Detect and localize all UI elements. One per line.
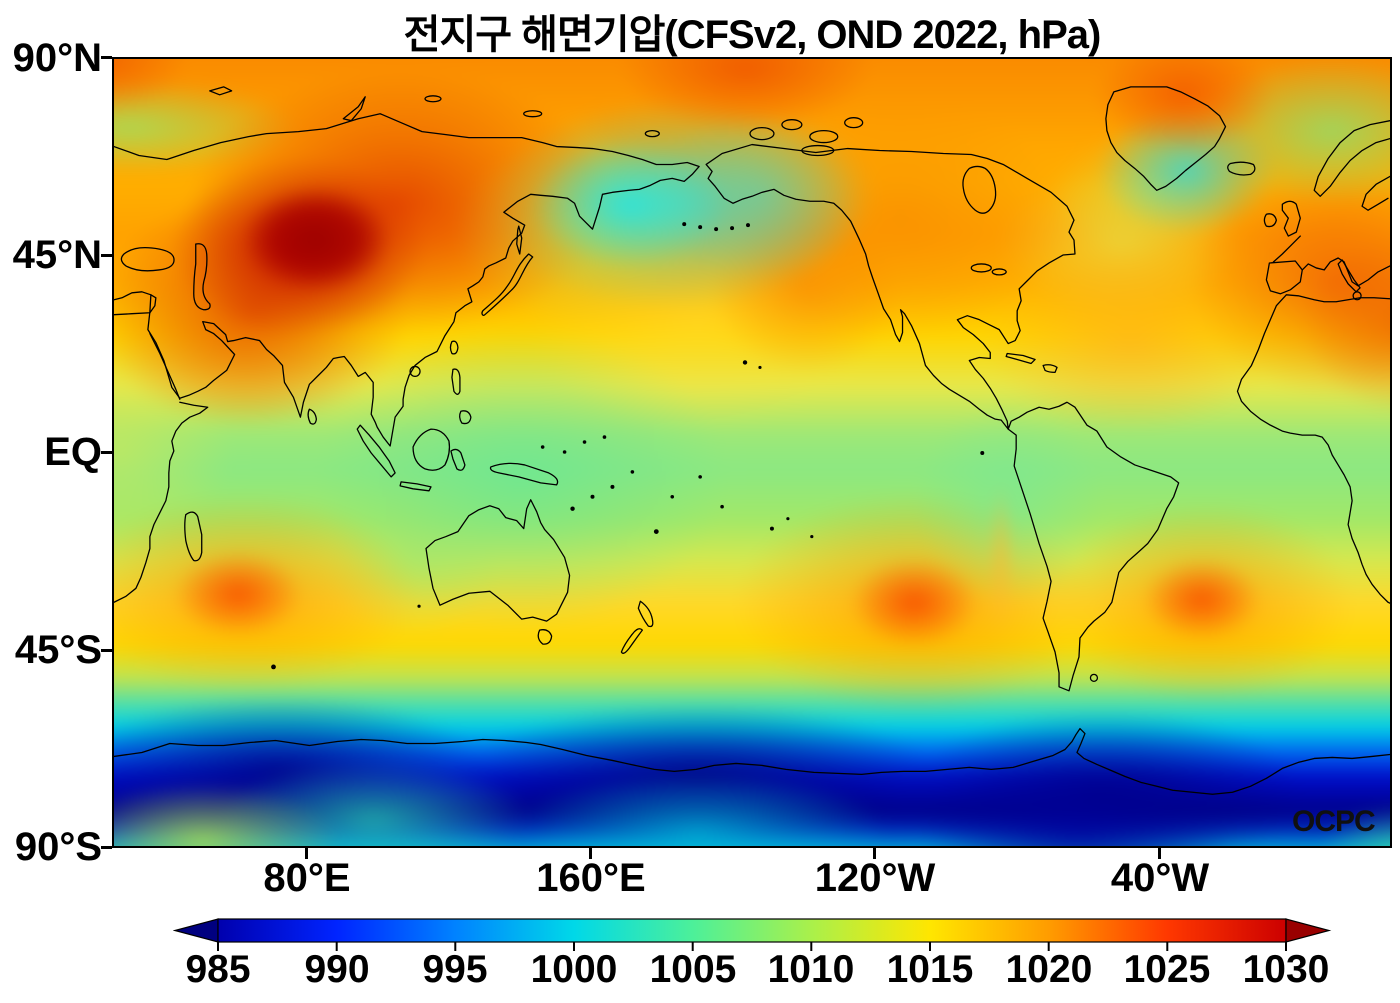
coastline-arctic-island — [424, 95, 442, 103]
cbar-label-1015: 1015 — [886, 948, 974, 991]
lon-tick — [1158, 848, 1161, 859]
lon-label-80e: 80°E — [263, 856, 351, 900]
cbar-label-1005: 1005 — [649, 948, 737, 991]
colorbar-gradient — [217, 918, 1287, 943]
coastline-greenland — [1105, 86, 1227, 191]
lon-label-120w: 120°W — [814, 856, 936, 900]
lat-tick — [101, 846, 112, 849]
coastline-new-zealand-south — [620, 628, 643, 654]
coastline-sri-lanka — [307, 408, 318, 425]
coastline-canadian-arctic-2 — [781, 119, 803, 131]
cbar-label-995: 995 — [422, 948, 488, 991]
coastline-baltic — [1361, 175, 1390, 211]
colorbar-over-arrow — [1285, 918, 1332, 943]
coastline-east-africa — [114, 401, 209, 603]
coastline-red-sea-africa — [149, 332, 181, 400]
coastline-scandinavia — [1313, 120, 1390, 197]
coastline-france-west — [1272, 235, 1301, 263]
coastline-iceland — [1227, 161, 1256, 176]
coastline-black-sea — [120, 247, 175, 272]
lon-tick — [873, 848, 876, 859]
coastline-iberia — [1265, 260, 1303, 295]
coastline-mediterranean-north — [1301, 257, 1390, 287]
cbar-label-1025: 1025 — [1123, 948, 1211, 991]
coastline-hainan — [409, 365, 421, 378]
pressure-field — [114, 59, 1390, 846]
coastline-mindanao — [459, 410, 472, 425]
coastline-australia — [425, 499, 571, 622]
ocpc-watermark: OCPC — [1292, 805, 1376, 838]
coastline-west-africa — [1236, 294, 1390, 604]
coastline-japan — [481, 253, 534, 316]
coastline-antarctica — [114, 727, 1390, 795]
lat-label-45s: 45°S — [14, 628, 102, 672]
coastline-sicily — [1352, 291, 1362, 301]
lat-tick — [101, 254, 112, 257]
coastline-great-lakes-2 — [991, 268, 1007, 276]
coastline-hudson-bay — [962, 165, 997, 214]
coastline-sumatra — [356, 424, 396, 478]
coastline-great-lakes — [970, 263, 992, 273]
cbar-label-985: 985 — [185, 948, 251, 991]
coastline-north-america — [705, 143, 1076, 430]
coastline-baffin — [801, 144, 835, 157]
map-plot-area — [112, 57, 1392, 848]
lat-tick — [101, 56, 112, 59]
coastline-svalbard — [209, 86, 233, 96]
cbar-label-990: 990 — [304, 948, 370, 991]
coastline-borneo — [412, 428, 451, 471]
coastline-canadian-arctic-1 — [749, 127, 775, 141]
coastline-sakhalin — [516, 225, 523, 255]
coastline-canadian-arctic-4 — [844, 117, 864, 129]
coastline-cuba — [1005, 352, 1036, 365]
cbar-label-1020: 1020 — [1005, 948, 1093, 991]
coastline-new-zealand-north — [637, 600, 654, 628]
coastline-java — [399, 481, 432, 492]
coastline-mediterranean-egypt — [114, 294, 157, 316]
coastline-falklands — [1089, 673, 1099, 682]
coastline-taiwan — [449, 340, 459, 355]
page-title: 전지구 해면기압(CFSv2, OND 2022, hPa) — [403, 13, 1102, 57]
colorbar-ticks — [217, 942, 1287, 951]
lat-tick — [101, 451, 112, 454]
coastline-ireland — [1263, 213, 1278, 228]
cbar-label-1000: 1000 — [530, 948, 618, 991]
lat-tick — [101, 649, 112, 652]
coastline-new-siberian-islands — [523, 110, 543, 118]
coastline-sulawesi — [450, 448, 466, 471]
lon-tick — [589, 848, 592, 859]
coastline-eurasia — [114, 113, 700, 447]
lon-label-40w: 40°W — [1110, 856, 1210, 900]
coastline-canadian-arctic-3 — [809, 129, 839, 144]
coastline-wrangel — [644, 129, 660, 138]
lat-label-45n: 45°N — [12, 233, 102, 277]
colorbar — [173, 918, 1332, 951]
lat-label-90s: 90°S — [14, 825, 102, 869]
coastline-south-america — [1007, 401, 1180, 692]
coastline-philippines — [451, 368, 461, 395]
coastline-tasmania — [537, 629, 553, 645]
coastline-madagascar — [184, 511, 203, 562]
coastlines-layer — [114, 86, 1390, 795]
coastline-new-guinea — [489, 462, 559, 486]
lat-label-eq: EQ — [44, 430, 102, 474]
island-dots — [271, 222, 985, 670]
colorbar-under-arrow — [173, 918, 219, 943]
cbar-label-1010: 1010 — [767, 948, 855, 991]
coastline-britain — [1281, 200, 1301, 237]
lon-label-160e: 160°E — [536, 856, 646, 900]
coastline-novaya-zemlya — [342, 96, 366, 122]
cbar-label-1030: 1030 — [1242, 948, 1330, 991]
lat-label-90n: 90°N — [12, 36, 102, 80]
coastline-caspian-sea — [193, 243, 211, 311]
lon-tick — [305, 848, 308, 859]
coastline-hispaniola — [1042, 364, 1058, 374]
